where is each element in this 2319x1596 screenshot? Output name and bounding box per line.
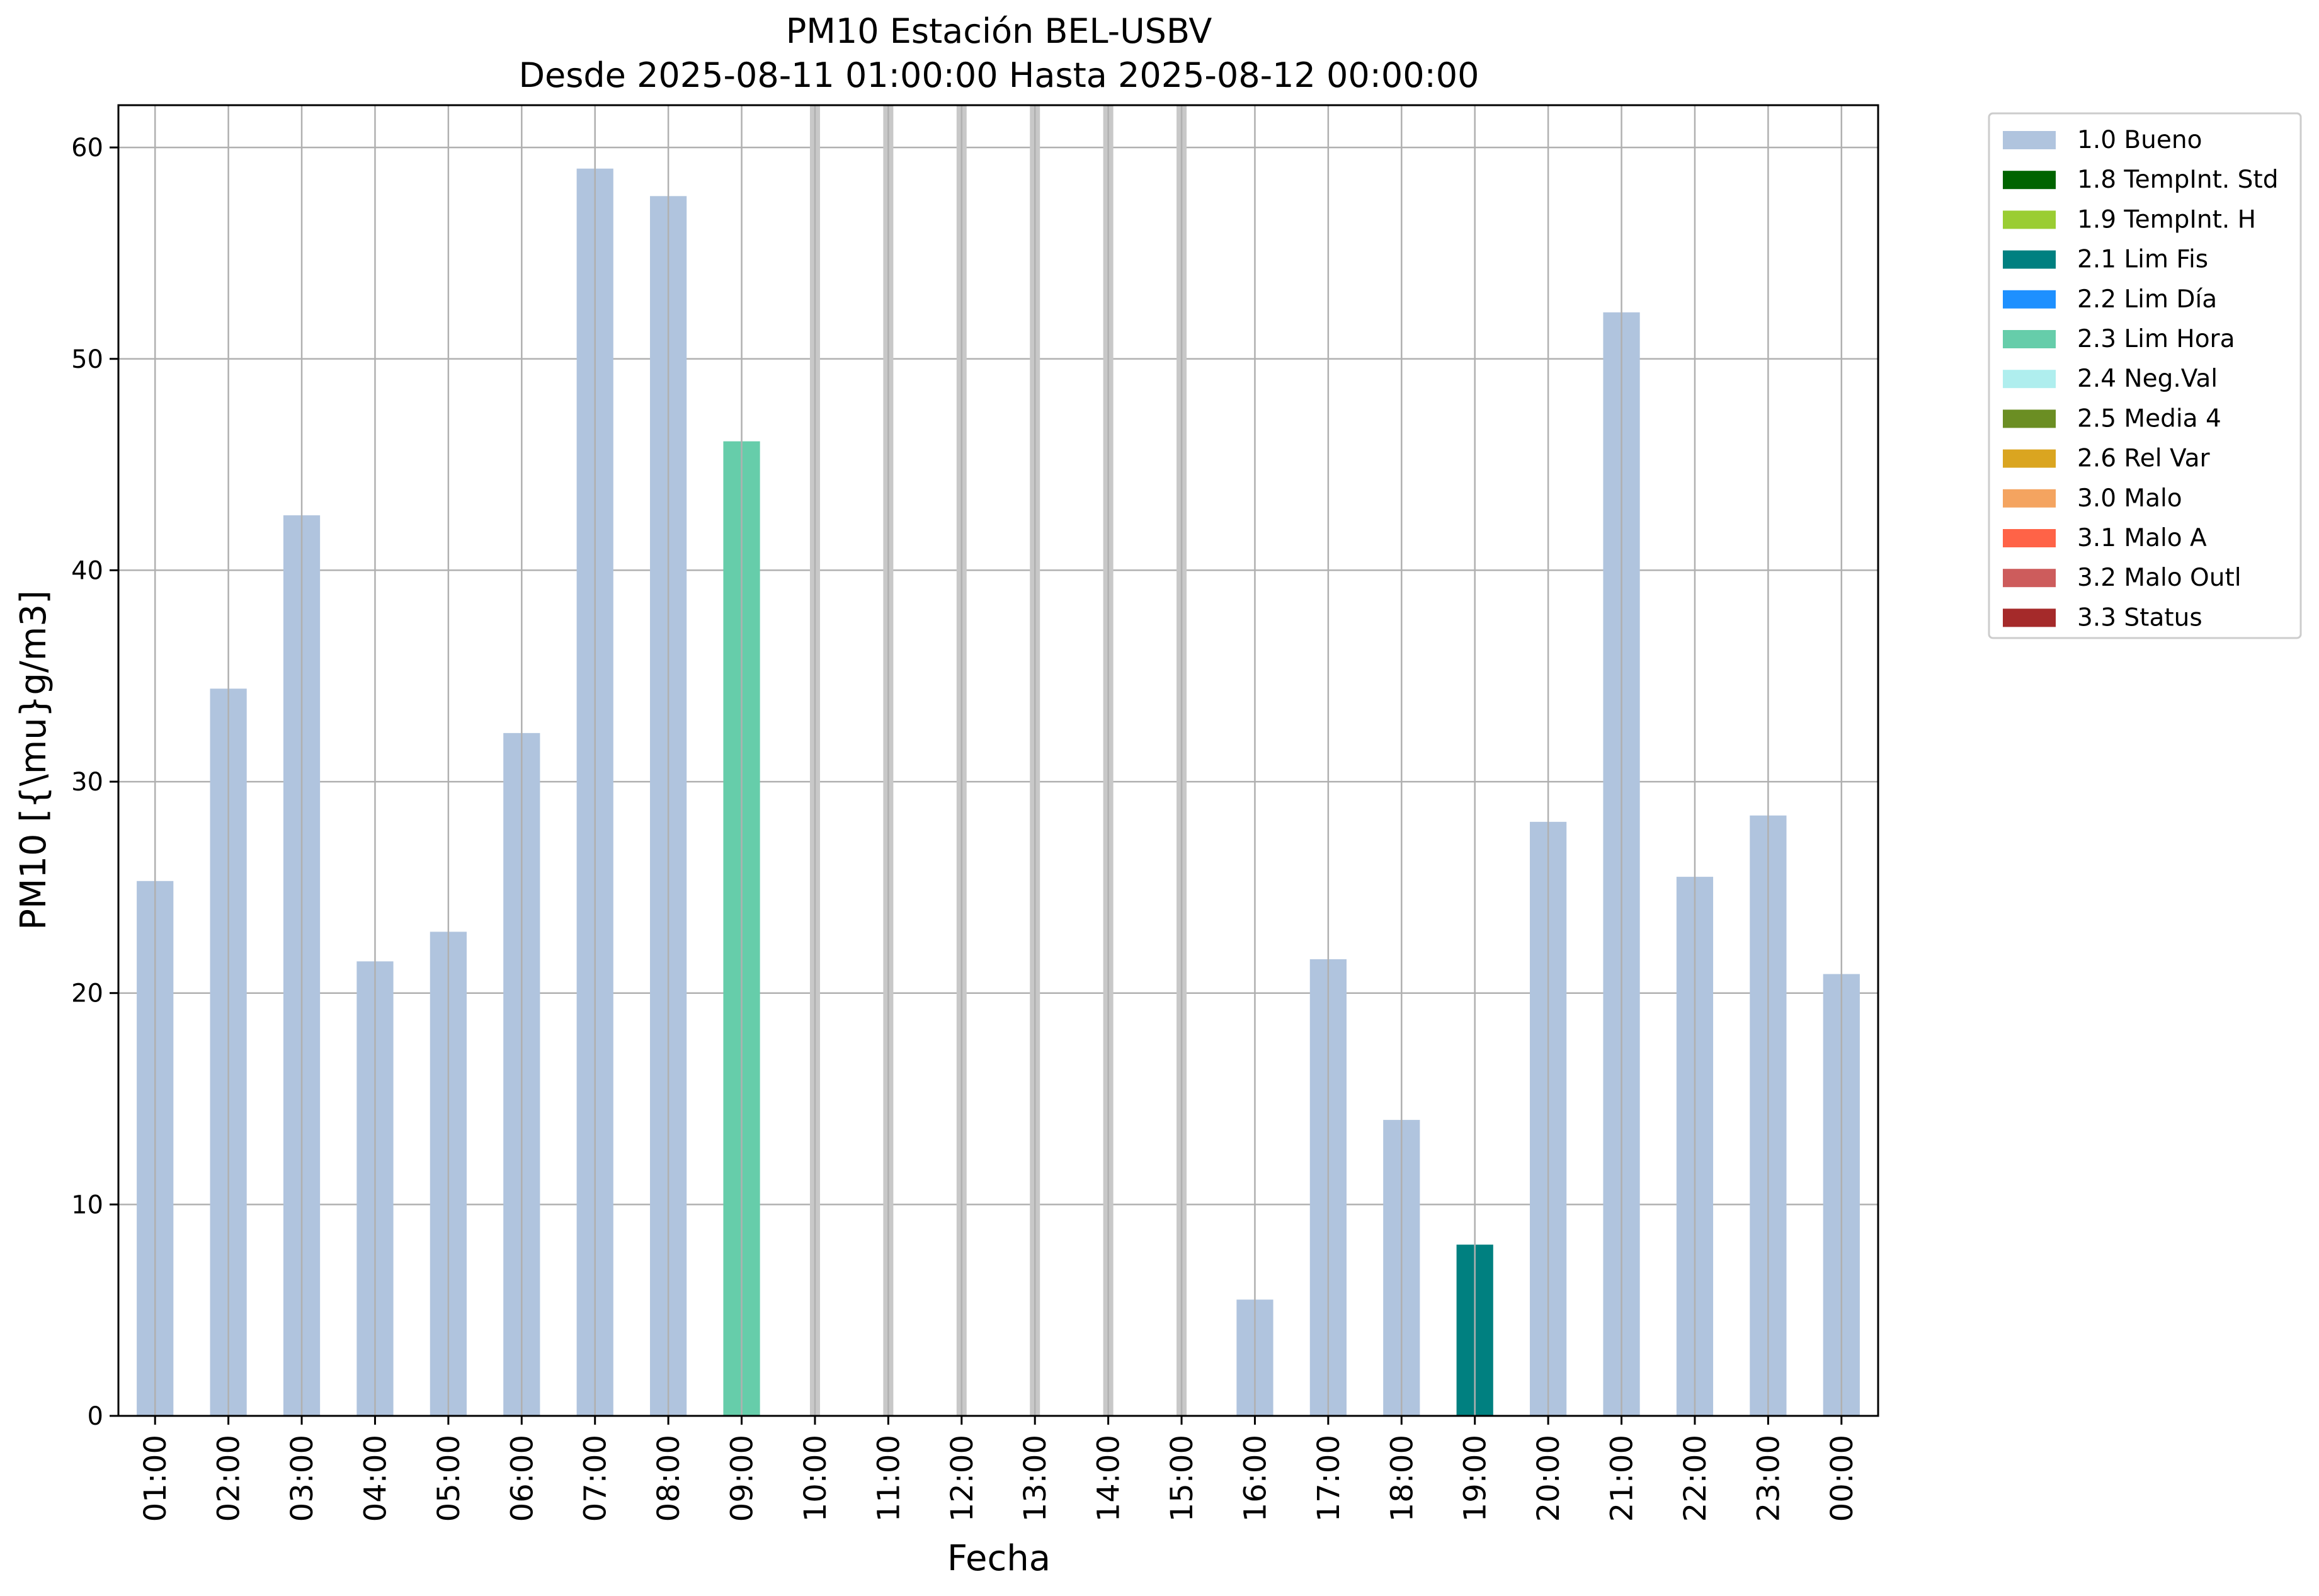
- legend-swatch: [2003, 171, 2056, 190]
- x-tick-label: 12:00: [945, 1435, 980, 1522]
- legend-entry-label: 1.0 Bueno: [2077, 126, 2202, 154]
- legend-entry-label: 3.0 Malo: [2077, 484, 2182, 513]
- x-tick-label: 05:00: [431, 1435, 467, 1522]
- legend-entry-label: 3.2 Malo Outl: [2077, 564, 2242, 592]
- legend-frame: [1988, 112, 2302, 639]
- x-tick-label: 20:00: [1531, 1435, 1566, 1522]
- legend-swatch: [2003, 569, 2056, 588]
- legend-entry-label: 2.6 Rel Var: [2077, 445, 2211, 473]
- legend-swatch: [2003, 210, 2056, 229]
- grid-layer: [118, 146, 1878, 1417]
- legend-swatch: [2003, 409, 2056, 428]
- y-axis: 0 10 20 30 40 50 60: [71, 134, 118, 1431]
- y-tick-label: 0: [88, 1402, 103, 1431]
- legend-entry-label: 2.1 Lim Fis: [2077, 246, 2208, 274]
- x-tick-label: 14:00: [1091, 1435, 1127, 1522]
- legend-swatch: [2003, 449, 2056, 468]
- x-tick-label: 00:00: [1825, 1435, 1860, 1522]
- legend-entry-label: 3.1 Malo A: [2077, 524, 2207, 552]
- legend-swatch: [2003, 250, 2056, 269]
- legend-swatch: [2003, 529, 2056, 547]
- chart-title: PM10 Estación BEL-USBV: [786, 11, 1212, 51]
- x-tick-label: 23:00: [1751, 1435, 1786, 1522]
- x-tick-label: 15:00: [1165, 1435, 1200, 1522]
- x-tick-label: 21:00: [1605, 1435, 1640, 1522]
- legend-entry-label: 1.8 TempInt. Std: [2077, 166, 2278, 194]
- legend-swatch: [2003, 131, 2056, 149]
- x-tick-label: 13:00: [1018, 1435, 1053, 1522]
- plot-frame: [117, 104, 1879, 1417]
- x-tick-label: 08:00: [651, 1435, 687, 1522]
- x-tick-label: 03:00: [285, 1435, 320, 1522]
- y-tick-label: 20: [71, 979, 103, 1008]
- legend-entry-label: 2.5 Media 4: [2077, 404, 2221, 433]
- x-tick-label: 22:00: [1678, 1435, 1713, 1522]
- x-tick-label: 09:00: [725, 1435, 760, 1522]
- legend-swatch: [2003, 608, 2056, 627]
- y-tick-label: 30: [71, 768, 103, 797]
- legend: 1.0 Bueno 1.8 TempInt. Std 1.9 TempInt. H 2…: [1988, 112, 2302, 639]
- y-tick-label: 60: [71, 134, 103, 162]
- bars-layer: [137, 105, 1860, 1416]
- x-tick-label: 01:00: [138, 1435, 173, 1522]
- legend-entry-label: 2.3 Lim Hora: [2077, 325, 2235, 353]
- legend-entry-label: 2.4 Neg.Val: [2077, 365, 2218, 393]
- x-axis: 01:00 02:00 03:00 04:00 05:00 06:00 07:00 08:00…: [138, 1416, 1860, 1522]
- x-tick-label: 06:00: [504, 1435, 540, 1522]
- legend-swatch: [2003, 489, 2056, 508]
- y-tick-label: 40: [71, 556, 103, 585]
- x-tick-label: 18:00: [1384, 1435, 1420, 1522]
- x-tick-label: 07:00: [578, 1435, 613, 1522]
- legend-entry-label: 2.2 Lim Día: [2077, 285, 2217, 314]
- legend-swatch: [2003, 330, 2056, 348]
- x-tick-label: 11:00: [871, 1435, 906, 1522]
- legend-entry-label: 3.3 Status: [2077, 603, 2202, 632]
- x-tick-label: 04:00: [358, 1435, 393, 1522]
- x-tick-label: 10:00: [798, 1435, 833, 1522]
- y-axis-label: PM10 [{\mu}g/m3]: [13, 590, 54, 930]
- legend-entry-label: 1.9 TempInt. H: [2077, 205, 2256, 234]
- x-tick-label: 17:00: [1311, 1435, 1347, 1522]
- x-tick-label: 16:00: [1238, 1435, 1273, 1522]
- legend-swatch: [2003, 290, 2056, 309]
- x-axis-label: Fecha: [947, 1538, 1051, 1579]
- y-tick-label: 10: [71, 1190, 103, 1219]
- x-tick-label: 19:00: [1458, 1435, 1493, 1522]
- y-tick-label: 50: [71, 345, 103, 374]
- legend-swatch: [2003, 370, 2056, 389]
- chart-subtitle: Desde 2025-08-11 01:00:00 Hasta 2025-08-…: [518, 55, 1479, 95]
- x-tick-label: 02:00: [212, 1435, 247, 1522]
